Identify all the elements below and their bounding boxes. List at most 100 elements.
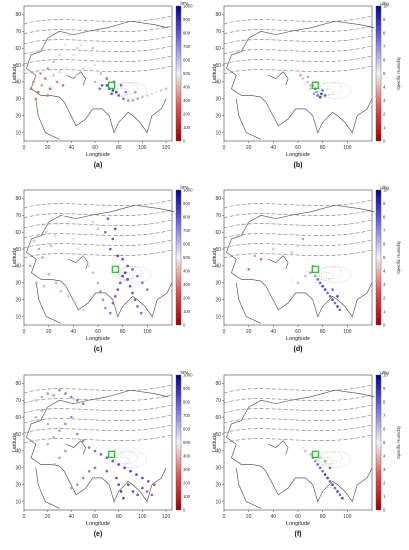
- coastline: [26, 389, 169, 438]
- x-tick-label: 100: [343, 329, 352, 335]
- colorbar-tick-label: 7: [383, 413, 386, 418]
- data-point: [28, 264, 32, 268]
- data-point: [64, 422, 67, 426]
- colorbar-tick-label: 5: [383, 71, 386, 76]
- data-point: [128, 284, 132, 288]
- data-point: [99, 72, 103, 75]
- colorbar-tick-label: 400: [183, 269, 191, 274]
- data-point: [74, 73, 78, 77]
- y-tick-label: 30: [215, 466, 221, 472]
- data-point: [318, 95, 322, 99]
- data-point: [53, 234, 57, 237]
- colorbar-tick-label: 300: [183, 467, 191, 472]
- data-point: [62, 214, 65, 217]
- data-point: [64, 43, 67, 47]
- y-tick-label: 10: [215, 314, 221, 320]
- height-contour: [223, 394, 373, 404]
- height-contour: [223, 15, 373, 25]
- data-point: [131, 490, 135, 493]
- height-contour: [223, 35, 373, 45]
- x-axis-label: Longitude: [286, 521, 310, 527]
- data-point: [129, 469, 132, 473]
- data-point: [106, 217, 110, 220]
- data-point: [116, 288, 120, 291]
- data-point: [312, 92, 316, 96]
- data-point: [46, 442, 49, 446]
- data-point: [131, 268, 134, 271]
- panel-e: 0 20 40 60 80 100 120 10 20 30 40 50 60 70 80 Longitude…: [12, 370, 193, 538]
- data-point: [304, 274, 307, 278]
- data-point: [118, 281, 122, 285]
- y-tick-label: 10: [215, 130, 221, 136]
- data-point: [55, 80, 59, 84]
- data-point: [338, 493, 342, 497]
- coastline: [268, 255, 289, 270]
- data-point: [54, 281, 58, 285]
- data-point: [86, 264, 90, 268]
- data-point: [96, 281, 100, 285]
- data-point: [122, 97, 125, 101]
- colorbar-tick-label: 0: [383, 139, 386, 144]
- data-point: [323, 94, 327, 97]
- data-point: [47, 273, 50, 276]
- data-point: [53, 463, 57, 466]
- colorbar-tick-label: 4: [383, 269, 386, 274]
- colorbar-tick-label: 500: [183, 255, 191, 260]
- data-point: [111, 301, 115, 305]
- data-point: [296, 244, 300, 247]
- data-point: [40, 409, 44, 412]
- data-point: [296, 281, 300, 285]
- data-point: [309, 271, 312, 274]
- x-tick-label: 40: [271, 514, 277, 520]
- data-point: [323, 288, 327, 291]
- data-point: [155, 90, 158, 94]
- data-point: [81, 67, 85, 70]
- y-tick-label: 50: [15, 432, 21, 438]
- y-tick-label: 20: [215, 113, 221, 119]
- data-point: [67, 295, 70, 298]
- coastline: [35, 467, 60, 509]
- y-tick-label: 70: [15, 213, 21, 219]
- y-tick-label: 20: [15, 113, 21, 119]
- panel-a: 0 20 40 60 80 100 120 10 20 30 40 50 60 70 80 Longitude…: [12, 1, 193, 169]
- data-point: [316, 463, 320, 466]
- y-tick-label: 40: [215, 264, 221, 270]
- height-contour: [223, 239, 373, 249]
- data-point: [40, 84, 44, 87]
- data-point: [333, 301, 337, 305]
- colorbar-tick-label: 700: [183, 228, 191, 233]
- data-point: [326, 476, 329, 480]
- x-tick-label: 40: [271, 145, 277, 151]
- data-point: [46, 94, 49, 97]
- colorbar-tick-label: 8: [383, 31, 386, 36]
- coastline: [35, 282, 62, 324]
- data-point: [124, 90, 128, 94]
- coastline: [26, 20, 169, 69]
- x-tick-label: 100: [143, 329, 152, 335]
- data-point: [58, 53, 61, 57]
- data-point: [136, 493, 139, 497]
- data-point: [315, 90, 318, 94]
- data-point: [126, 278, 129, 281]
- data-point: [331, 298, 334, 301]
- coastline: [268, 440, 289, 455]
- height-contour: [223, 25, 373, 35]
- data-point: [126, 264, 129, 268]
- data-point: [36, 90, 40, 94]
- data-point: [104, 230, 107, 234]
- x-axis-label: Longitude: [86, 152, 110, 158]
- colorbar-tick-label: 500: [183, 440, 191, 445]
- data-point: [75, 399, 79, 402]
- x-tick-label: 20: [246, 514, 252, 520]
- data-point: [272, 247, 275, 251]
- y-tick-label: 60: [15, 415, 21, 421]
- data-point: [93, 80, 97, 84]
- data-point: [121, 257, 124, 261]
- height-contour: [223, 404, 373, 414]
- x-tick-label: 80: [116, 145, 122, 151]
- colorbar-tick-label: 700: [183, 413, 191, 418]
- data-point: [281, 268, 285, 271]
- y-axis-label: Latitude: [212, 433, 218, 453]
- colorbar-unit: g/kg: [380, 370, 389, 375]
- coastline: [26, 204, 175, 253]
